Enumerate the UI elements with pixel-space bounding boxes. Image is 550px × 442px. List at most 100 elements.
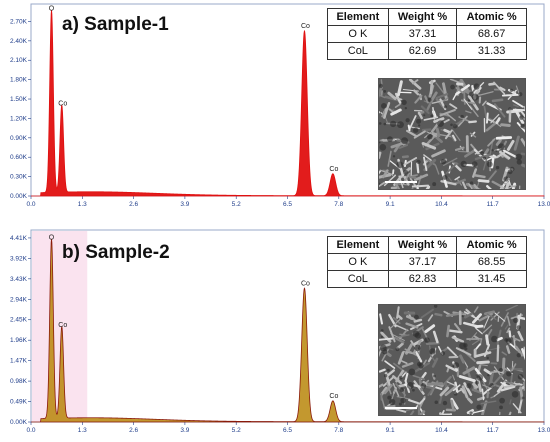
sem-flake	[520, 138, 525, 148]
sem-pore	[387, 368, 390, 372]
sem-flake	[505, 305, 519, 312]
sem-pore	[383, 90, 387, 93]
sem-flake	[471, 411, 475, 415]
y-tick-label: 0.30K	[10, 174, 28, 181]
panel-title: a) Sample-1	[62, 14, 169, 35]
table-header: Atomic %	[456, 236, 527, 254]
sem-pore	[418, 362, 424, 369]
sem-pore	[506, 370, 512, 377]
sem-flake	[379, 169, 382, 175]
table-cell: 37.17	[387, 253, 458, 271]
sem-pore	[437, 120, 444, 128]
sem-pore	[389, 120, 397, 128]
x-tick-label: 10.4	[435, 427, 448, 434]
sem-flake	[483, 368, 492, 375]
sem-flake	[390, 318, 401, 329]
table-cell: O K	[327, 25, 389, 43]
sem-flake	[482, 384, 491, 389]
sem-flake	[520, 152, 525, 156]
sem-flake	[383, 101, 391, 119]
table-cell: CoL	[327, 42, 389, 60]
sem-flake	[512, 108, 525, 112]
sem-flake	[455, 87, 464, 94]
table-cell: 31.45	[456, 270, 527, 288]
sem-pore	[516, 353, 521, 358]
sem-flake	[458, 375, 476, 383]
sem-flake	[506, 315, 511, 326]
sem-flake	[403, 157, 418, 166]
sem-flake	[401, 371, 407, 378]
table-cell: 31.33	[456, 42, 527, 60]
sem-flake	[472, 168, 478, 178]
sem-micrograph	[378, 78, 526, 190]
sem-background	[379, 79, 525, 189]
sem-pore	[499, 405, 503, 410]
sem-pore	[518, 92, 523, 97]
sem-flake	[501, 357, 506, 374]
sem-flake	[490, 311, 500, 321]
sem-flake	[454, 146, 465, 152]
y-tick-label: 0.90K	[10, 135, 28, 142]
sem-pore	[423, 114, 426, 117]
sem-pore	[464, 347, 468, 351]
sem-flake	[439, 108, 456, 117]
sem-pore	[505, 338, 512, 344]
y-tick-label: 4.41K	[10, 235, 28, 242]
sem-pore	[476, 404, 482, 410]
sem-flake	[469, 332, 478, 341]
sem-flake	[478, 96, 482, 104]
sem-flake	[461, 385, 469, 399]
sem-flake	[446, 324, 450, 338]
sem-flake	[468, 120, 477, 124]
sem-scale-bar	[385, 407, 417, 409]
sem-pore	[453, 391, 458, 396]
sem-flake	[449, 79, 460, 83]
sem-pore	[450, 84, 455, 90]
sem-pore	[475, 380, 479, 385]
sem-pore	[476, 374, 484, 381]
sem-flake	[408, 399, 420, 405]
sem-flake	[379, 138, 385, 143]
sem-pore	[486, 161, 493, 168]
sem-pore	[482, 156, 487, 160]
sem-flake	[449, 103, 458, 110]
sem-pore	[460, 114, 464, 119]
sem-flake	[467, 397, 473, 404]
sem-pore	[489, 383, 495, 389]
sem-flake	[407, 124, 411, 132]
sem-pore	[379, 83, 384, 88]
sem-flake	[381, 348, 390, 362]
sem-flake	[493, 103, 506, 118]
sem-flake	[381, 110, 386, 118]
sem-flake	[385, 117, 389, 124]
sem-pore	[442, 175, 448, 180]
sem-flake	[521, 348, 525, 361]
sem-pore	[417, 124, 421, 127]
peak-label: Co	[329, 166, 338, 173]
sem-flake	[439, 412, 443, 415]
sem-flake	[414, 173, 429, 182]
sem-flake	[414, 350, 423, 363]
sem-flake	[450, 413, 452, 415]
x-tick-label: 10.4	[435, 201, 448, 208]
sem-flake	[491, 381, 497, 386]
sem-pore	[494, 149, 498, 152]
sem-flake	[478, 91, 494, 96]
sem-flake	[463, 98, 473, 110]
sem-flake	[386, 369, 395, 377]
x-tick-label: 2.6	[129, 201, 138, 208]
sem-flake	[444, 385, 457, 397]
sem-pore	[513, 317, 519, 324]
sem-pore	[396, 121, 404, 129]
sem-flake	[463, 321, 478, 328]
peak-label: Co	[58, 101, 67, 108]
sem-flake	[520, 110, 525, 118]
sem-pore	[401, 99, 407, 106]
x-tick-label: 9.1	[386, 201, 395, 208]
sem-pore	[511, 370, 514, 374]
sem-flake	[469, 132, 477, 138]
sem-flake	[379, 368, 386, 373]
sem-flake	[482, 324, 493, 334]
sem-pore	[392, 173, 395, 176]
sem-flake	[423, 156, 428, 172]
